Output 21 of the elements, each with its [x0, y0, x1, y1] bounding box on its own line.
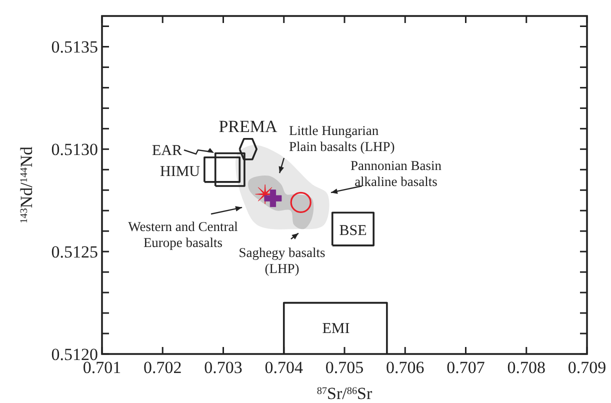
annotation: BSE	[339, 223, 367, 239]
x-tick-label: 0.709	[568, 358, 606, 377]
annotation: PREMA	[218, 117, 278, 136]
x-tick-label: 0.707	[446, 358, 486, 377]
y-tick-label: 0.5125	[51, 242, 98, 262]
annotation: Western and Central Europe basalts	[128, 219, 238, 250]
annotation: Pannonian Basin alkaline basalts	[350, 158, 442, 189]
annotation: EAR	[152, 143, 182, 159]
x-tick-label: 0.703	[204, 358, 242, 377]
x-tick-label: 0.708	[507, 358, 546, 377]
annotation: Saghegy basalts (LHP)	[238, 245, 326, 276]
x-axis-title: $^{87}$Sr/$^{86}$Sr	[316, 384, 372, 403]
y-tick-label: 0.5135	[51, 38, 98, 57]
annotation: HIMU	[160, 164, 200, 180]
annotation: Little Hungarian Plain basalts (LHP)	[289, 123, 395, 154]
x-tick-label: 0.705	[325, 358, 364, 377]
x-tick-label: 0.702	[144, 358, 182, 377]
y-tick-label: 0.5130	[51, 140, 98, 160]
annotation: EMI	[322, 321, 350, 337]
x-tick-label: 0.706	[386, 358, 424, 377]
x-tick-label: 0.704	[264, 358, 304, 377]
